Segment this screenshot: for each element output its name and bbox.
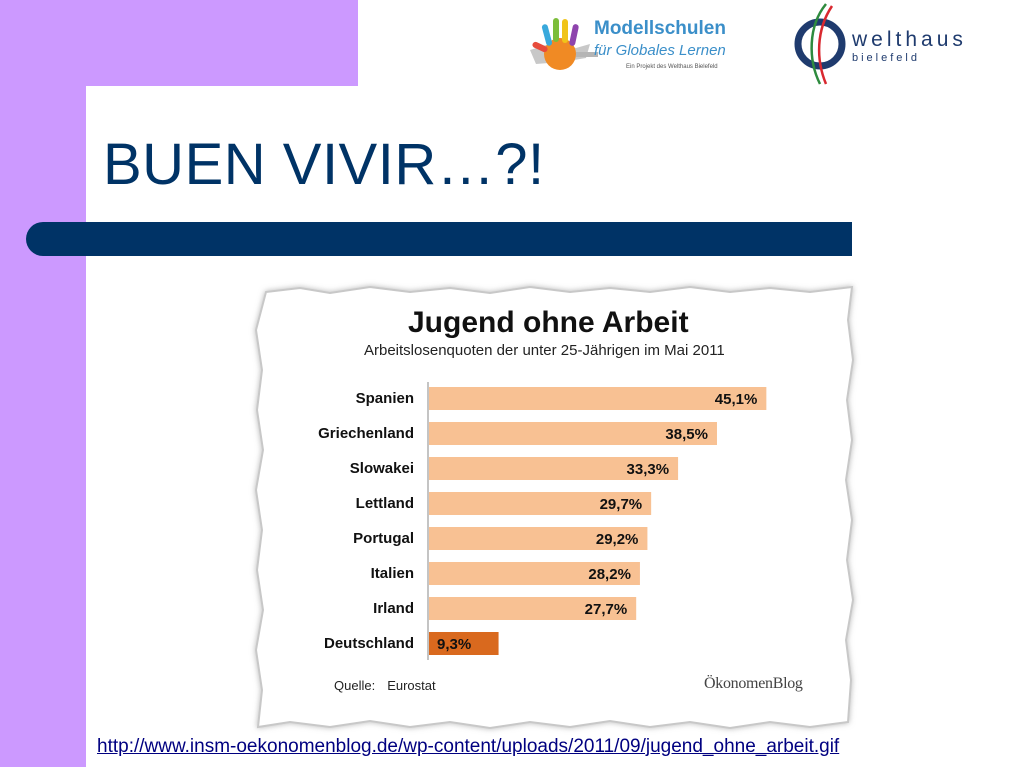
bar-irland <box>429 597 637 620</box>
source-label: Quelle: <box>334 678 376 693</box>
bar-griechenland <box>429 422 717 445</box>
logo-line-2: für Globales Lernen <box>594 42 726 59</box>
category-label: Portugal <box>353 530 414 547</box>
value-label: 38,5% <box>665 426 708 443</box>
category-label: Spanien <box>356 390 414 407</box>
hand-icon <box>530 18 598 70</box>
value-label: 28,2% <box>588 566 631 583</box>
blog-logo: ÖkonomenBlog <box>704 675 803 692</box>
source-value: Eurostat <box>387 678 436 693</box>
logo-line-1: Modellschulen <box>594 18 726 39</box>
chart-source: Quelle: Eurostat <box>334 678 436 693</box>
category-label: Griechenland <box>318 425 414 442</box>
decor-white-corner <box>86 86 166 166</box>
chart-subtitle: Arbeitslosenquoten der unter 25-Jährigen… <box>364 342 725 359</box>
logo-line-3: Ein Projekt des Welthaus Bielefeld <box>626 64 718 70</box>
bar-portugal <box>429 527 648 550</box>
value-label: 33,3% <box>627 461 670 478</box>
welthaus-city: bielefeld <box>852 52 920 64</box>
slide-title: BUEN VIVIR…?! <box>103 132 545 197</box>
category-label: Slowakei <box>350 460 414 477</box>
bar-lettland <box>429 492 652 515</box>
bar-slowakei <box>429 457 679 480</box>
welthaus-emblem-icon <box>794 3 846 85</box>
source-url-link[interactable]: http://www.insm-oekonomenblog.de/wp-cont… <box>97 736 840 757</box>
category-label: Irland <box>373 600 414 617</box>
welthaus-logo: welthaus bielefeld <box>786 0 976 86</box>
category-label: Deutschland <box>324 635 414 652</box>
chart-title: Jugend ohne Arbeit <box>408 306 689 339</box>
value-label: 29,2% <box>596 531 639 548</box>
category-label: Lettland <box>356 495 414 512</box>
value-label: 27,7% <box>585 601 628 618</box>
value-label: 9,3% <box>437 636 471 653</box>
decor-purple-left <box>0 0 86 767</box>
category-label: Italien <box>371 565 414 582</box>
value-label: 29,7% <box>600 496 643 513</box>
bar-italien <box>429 562 640 585</box>
bar-deutschland <box>429 632 499 655</box>
welthaus-name: welthaus <box>852 28 967 51</box>
value-label: 45,1% <box>715 391 758 408</box>
modellschulen-logo: Modellschulen für Globales Lernen Ein Pr… <box>516 10 748 80</box>
bar-spanien <box>429 387 767 410</box>
title-underline-bar <box>26 222 852 256</box>
